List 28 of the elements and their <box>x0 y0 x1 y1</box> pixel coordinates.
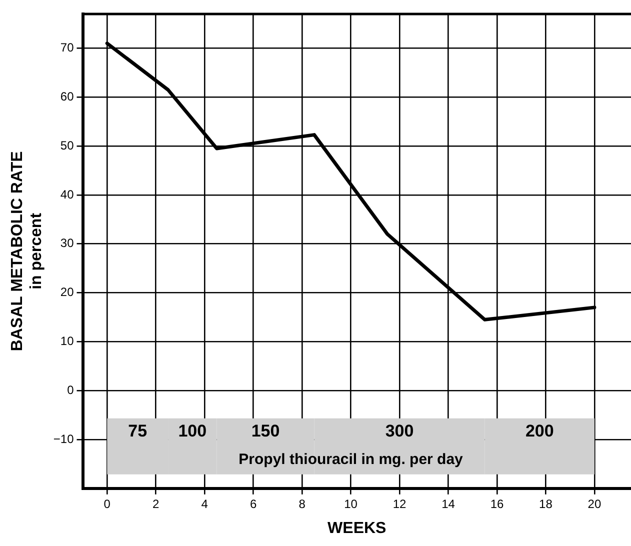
y-tick-label: −10 <box>53 432 74 446</box>
x-tick-label: 8 <box>298 496 306 511</box>
y-tick-label: 30 <box>60 236 74 250</box>
x-tick-label: 20 <box>588 496 602 511</box>
band-label: 100 <box>178 422 207 441</box>
x-tick-label: 16 <box>490 496 504 511</box>
y-tick-label: 70 <box>60 40 74 55</box>
y-tick-label: 60 <box>60 89 74 104</box>
annotation: Propyl thiouracil in mg. per day <box>238 451 464 468</box>
x-axis-title: WEEKS <box>328 520 387 537</box>
y-tick-label: 40 <box>60 187 74 202</box>
band-label: 300 <box>385 422 414 441</box>
x-tick-label: 6 <box>250 496 257 511</box>
y-tick-label: 0 <box>67 382 74 397</box>
x-tick-label: 10 <box>344 496 358 511</box>
band-label: 150 <box>251 422 280 441</box>
y-tick-label: 20 <box>60 285 74 300</box>
y-tick-label: 10 <box>60 334 74 348</box>
y-axis-title: BASAL METABOLIC RATE in percent <box>9 150 46 352</box>
x-tick-label: 0 <box>104 496 111 511</box>
x-tick-label: 2 <box>152 496 160 511</box>
x-tick-label: 4 <box>201 496 208 511</box>
x-tick-label: 18 <box>539 496 553 511</box>
band-label: 200 <box>525 422 554 441</box>
x-tick-label: 12 <box>392 496 407 511</box>
x-tick-label: 14 <box>442 496 456 511</box>
y-tick-label: 50 <box>60 138 74 152</box>
band-label: 75 <box>128 422 148 441</box>
